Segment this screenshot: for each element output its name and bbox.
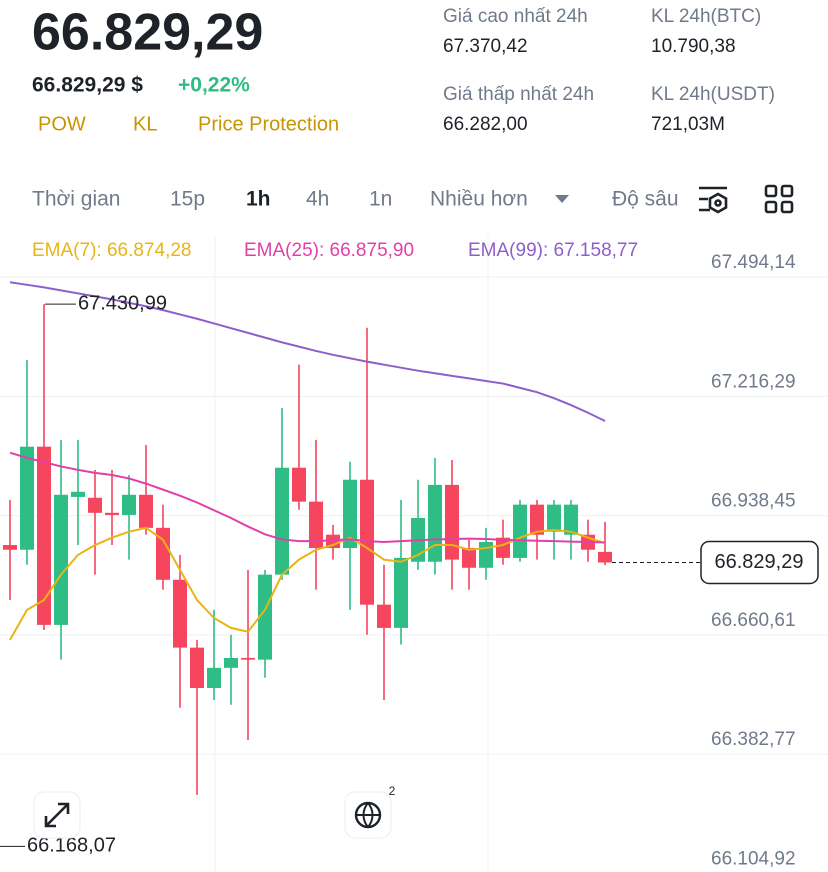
stat-value: 10.790,38 — [651, 36, 736, 57]
ema-line — [9, 526, 606, 641]
stat-value: 721,03M — [651, 114, 725, 135]
settings-icon[interactable] — [699, 186, 728, 214]
candle-body — [530, 504, 544, 535]
candle-body — [105, 512, 119, 515]
candle-body — [479, 542, 493, 568]
candle-body — [564, 504, 578, 535]
badge: 2 — [389, 784, 396, 798]
candle-body — [190, 647, 204, 689]
plot — [3, 281, 612, 795]
candle-body — [258, 574, 272, 660]
candle-body — [547, 504, 561, 532]
stat-value: 67.370,42 — [443, 36, 528, 57]
candle-body — [394, 557, 408, 628]
grid — [0, 235, 828, 872]
candle-body — [598, 551, 612, 563]
stat-value: 66.282,00 — [443, 114, 528, 135]
stat-label: Giá thấp nhất 24h — [443, 84, 594, 105]
ema-line — [9, 281, 606, 422]
y-tick-label: 66.382,77 — [711, 729, 796, 750]
candle-body — [88, 497, 102, 513]
globe-button[interactable]: 2 — [344, 784, 396, 839]
candle-body — [445, 484, 459, 560]
y-tick-label: 66.104,92 — [711, 849, 796, 870]
overlay: 66.104,92 66.382,77 66.660,61 66.938,45 67.2… — [0, 240, 819, 870]
candle-body — [207, 667, 221, 689]
candle-body — [139, 494, 153, 528]
y-tick-label: 66.938,45 — [711, 491, 796, 512]
legend-entry: EMA(7): 66.874,28 — [32, 240, 191, 261]
stat-label: KL 24h(USDT) — [651, 84, 775, 105]
dropdown-arrow — [555, 195, 569, 203]
expand-button[interactable] — [33, 791, 81, 839]
price: 66.829,29 — [32, 4, 263, 62]
tag[interactable]: POW — [38, 113, 86, 135]
candle-body — [428, 484, 442, 562]
legend-entry: EMA(25): 66.875,90 — [244, 240, 414, 261]
sub-price: 66.829,29 $ — [32, 74, 143, 97]
candle-body — [292, 467, 306, 502]
candle-body — [37, 446, 51, 625]
tab[interactable]: 1h — [246, 188, 271, 211]
candle-body — [173, 579, 187, 648]
tab[interactable]: 15p — [170, 188, 205, 211]
candle-body — [343, 479, 357, 549]
tab[interactable]: Thời gian — [32, 188, 120, 211]
candle-body — [275, 467, 289, 575]
ema-line — [9, 451, 606, 544]
last-price-box — [700, 540, 819, 585]
candle-body — [3, 545, 17, 550]
stat-label: KL 24h(BTC) — [651, 6, 761, 27]
candle-body — [513, 504, 527, 558]
y-tick-label: 66.660,61 — [711, 610, 796, 631]
candle-body — [309, 501, 323, 549]
tag[interactable]: KL — [133, 113, 157, 135]
y-tick-label: 67.494,14 — [711, 252, 796, 273]
candle-body — [156, 527, 170, 580]
candle-body — [462, 548, 476, 568]
candle-body — [377, 604, 391, 628]
layout-icon[interactable] — [764, 184, 794, 214]
change: +0,22% — [178, 74, 250, 97]
tabs: Thời gian 15p 1h 4h 1n Nhiều hơn Độ sâu — [32, 188, 679, 211]
tab[interactable]: Nhiều hơn — [430, 188, 528, 211]
stat-label: Giá cao nhất 24h — [443, 6, 588, 27]
tab[interactable]: Độ sâu — [612, 188, 679, 211]
annotation-label: 67.430,99 — [78, 292, 167, 314]
tab[interactable]: 4h — [306, 188, 329, 211]
candle-body — [20, 446, 34, 550]
y-tick-label: 67.216,29 — [711, 371, 796, 392]
candle-body — [241, 657, 255, 660]
last-price-label: 66.829,29 — [715, 551, 804, 573]
candle-body — [71, 491, 85, 497]
legend-entry: EMA(99): 67.158,77 — [468, 240, 638, 261]
tab[interactable]: 1n — [369, 188, 392, 211]
candle-body — [224, 657, 238, 668]
annotation-label: 66.168,07 — [27, 835, 116, 857]
candle-body — [54, 494, 68, 625]
candle-body — [122, 494, 136, 515]
tag[interactable]: Price Protection — [198, 113, 339, 135]
candle-body — [326, 534, 340, 549]
candle-body — [360, 479, 374, 605]
